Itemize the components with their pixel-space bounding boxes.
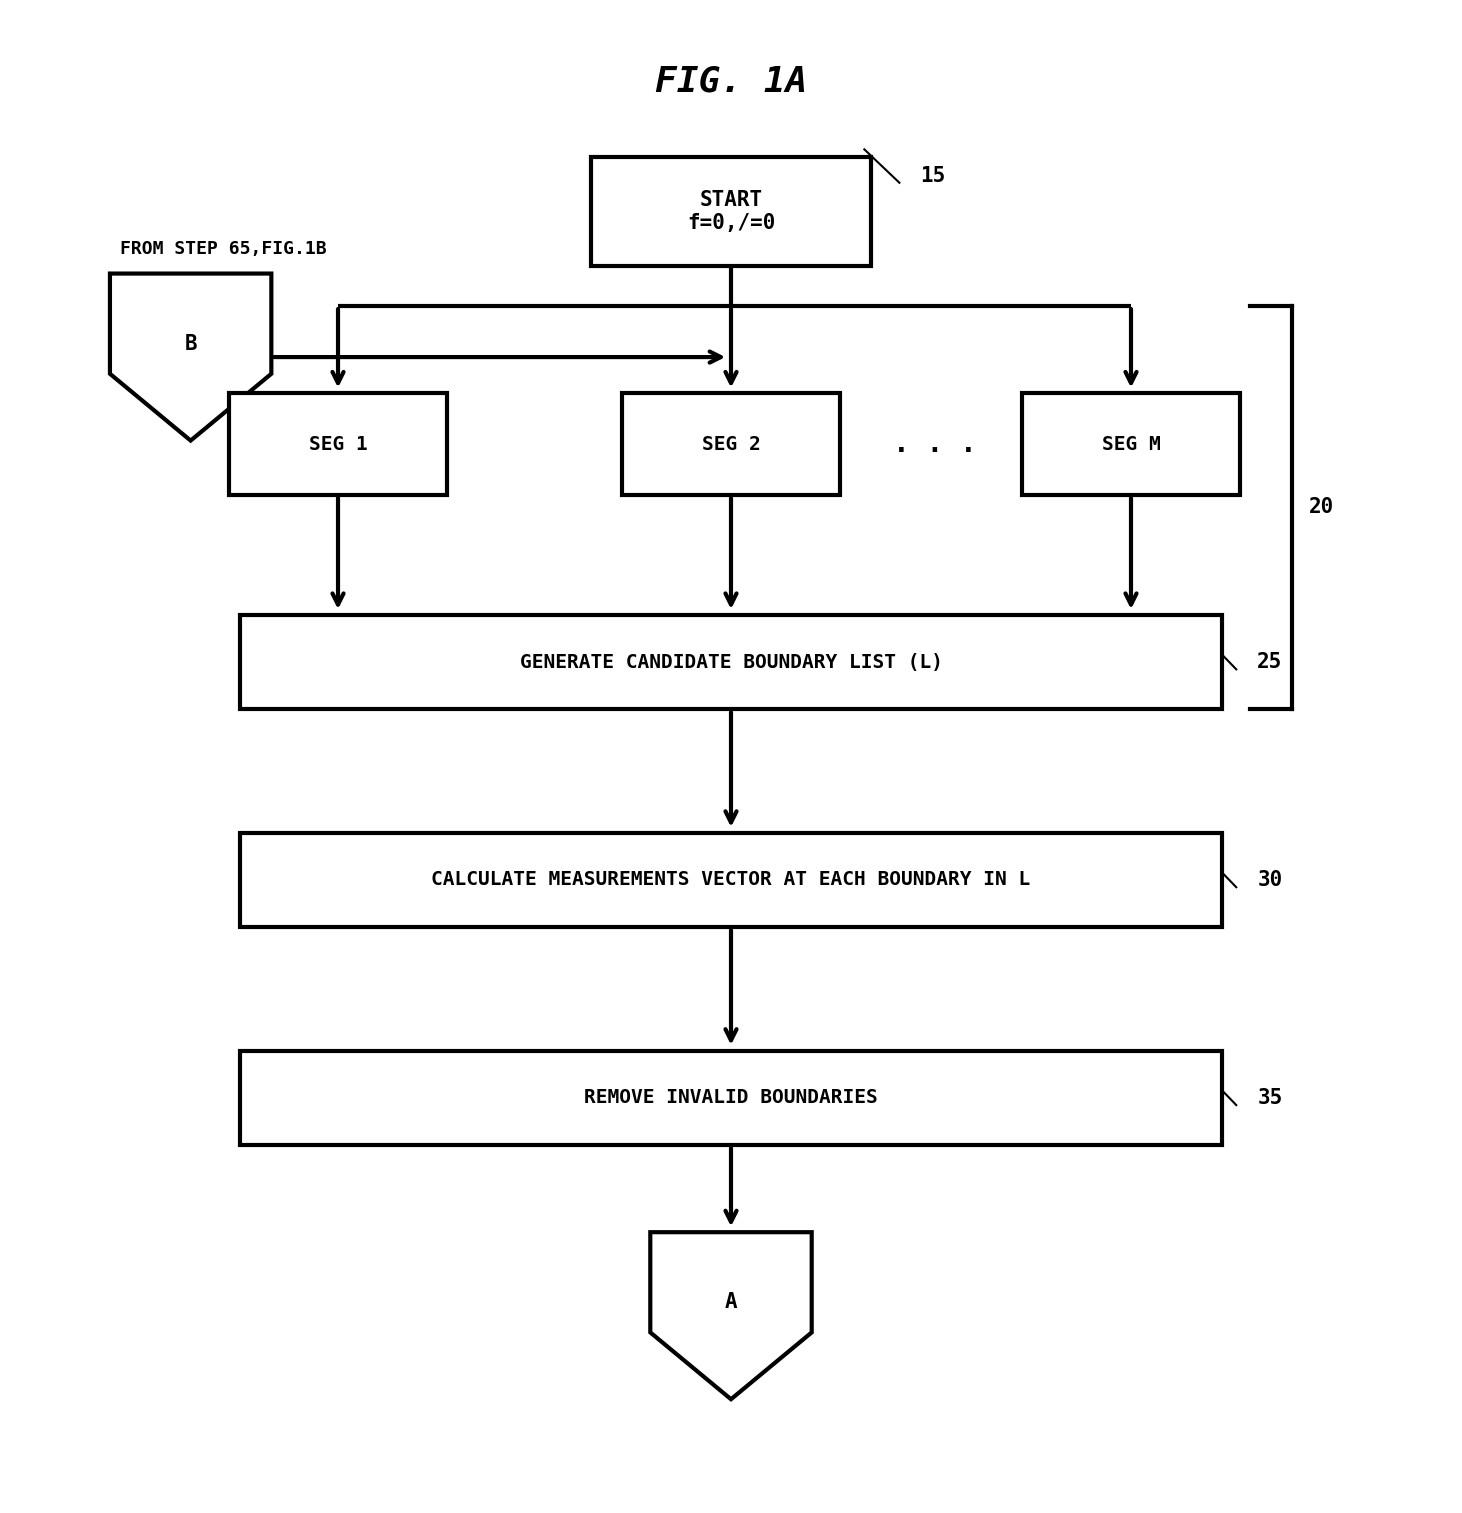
Bar [240,614,1222,710]
Text: A: A [725,1292,737,1312]
Bar [591,157,871,266]
Text: SEG 1: SEG 1 [308,434,367,454]
Text: GENERATE CANDIDATE BOUNDARY LIST (L): GENERATE CANDIDATE BOUNDARY LIST (L) [519,652,943,672]
Text: 20: 20 [1310,498,1335,517]
Text: SEG 2: SEG 2 [702,434,760,454]
Text: FIG. 1A: FIG. 1A [655,64,807,98]
Bar [240,832,1222,927]
Bar [230,393,447,495]
Text: 25: 25 [1257,652,1282,672]
Polygon shape [110,274,272,440]
Text: . . .: . . . [893,430,977,458]
Text: 35: 35 [1257,1088,1282,1108]
Text: 30: 30 [1257,870,1282,890]
Bar [623,393,839,495]
Text: 15: 15 [921,165,946,186]
Bar [1022,393,1240,495]
Text: CALCULATE MEASUREMENTS VECTOR AT EACH BOUNDARY IN L: CALCULATE MEASUREMENTS VECTOR AT EACH BO… [431,870,1031,890]
Text: B: B [184,334,197,354]
Polygon shape [651,1232,811,1400]
Text: REMOVE INVALID BOUNDARIES: REMOVE INVALID BOUNDARIES [585,1088,877,1108]
Text: SEG M: SEG M [1102,434,1161,454]
Text: FROM STEP 65,FIG.1B: FROM STEP 65,FIG.1B [120,241,327,259]
Bar [240,1050,1222,1145]
Text: START
f=0,/=0: START f=0,/=0 [687,191,775,233]
